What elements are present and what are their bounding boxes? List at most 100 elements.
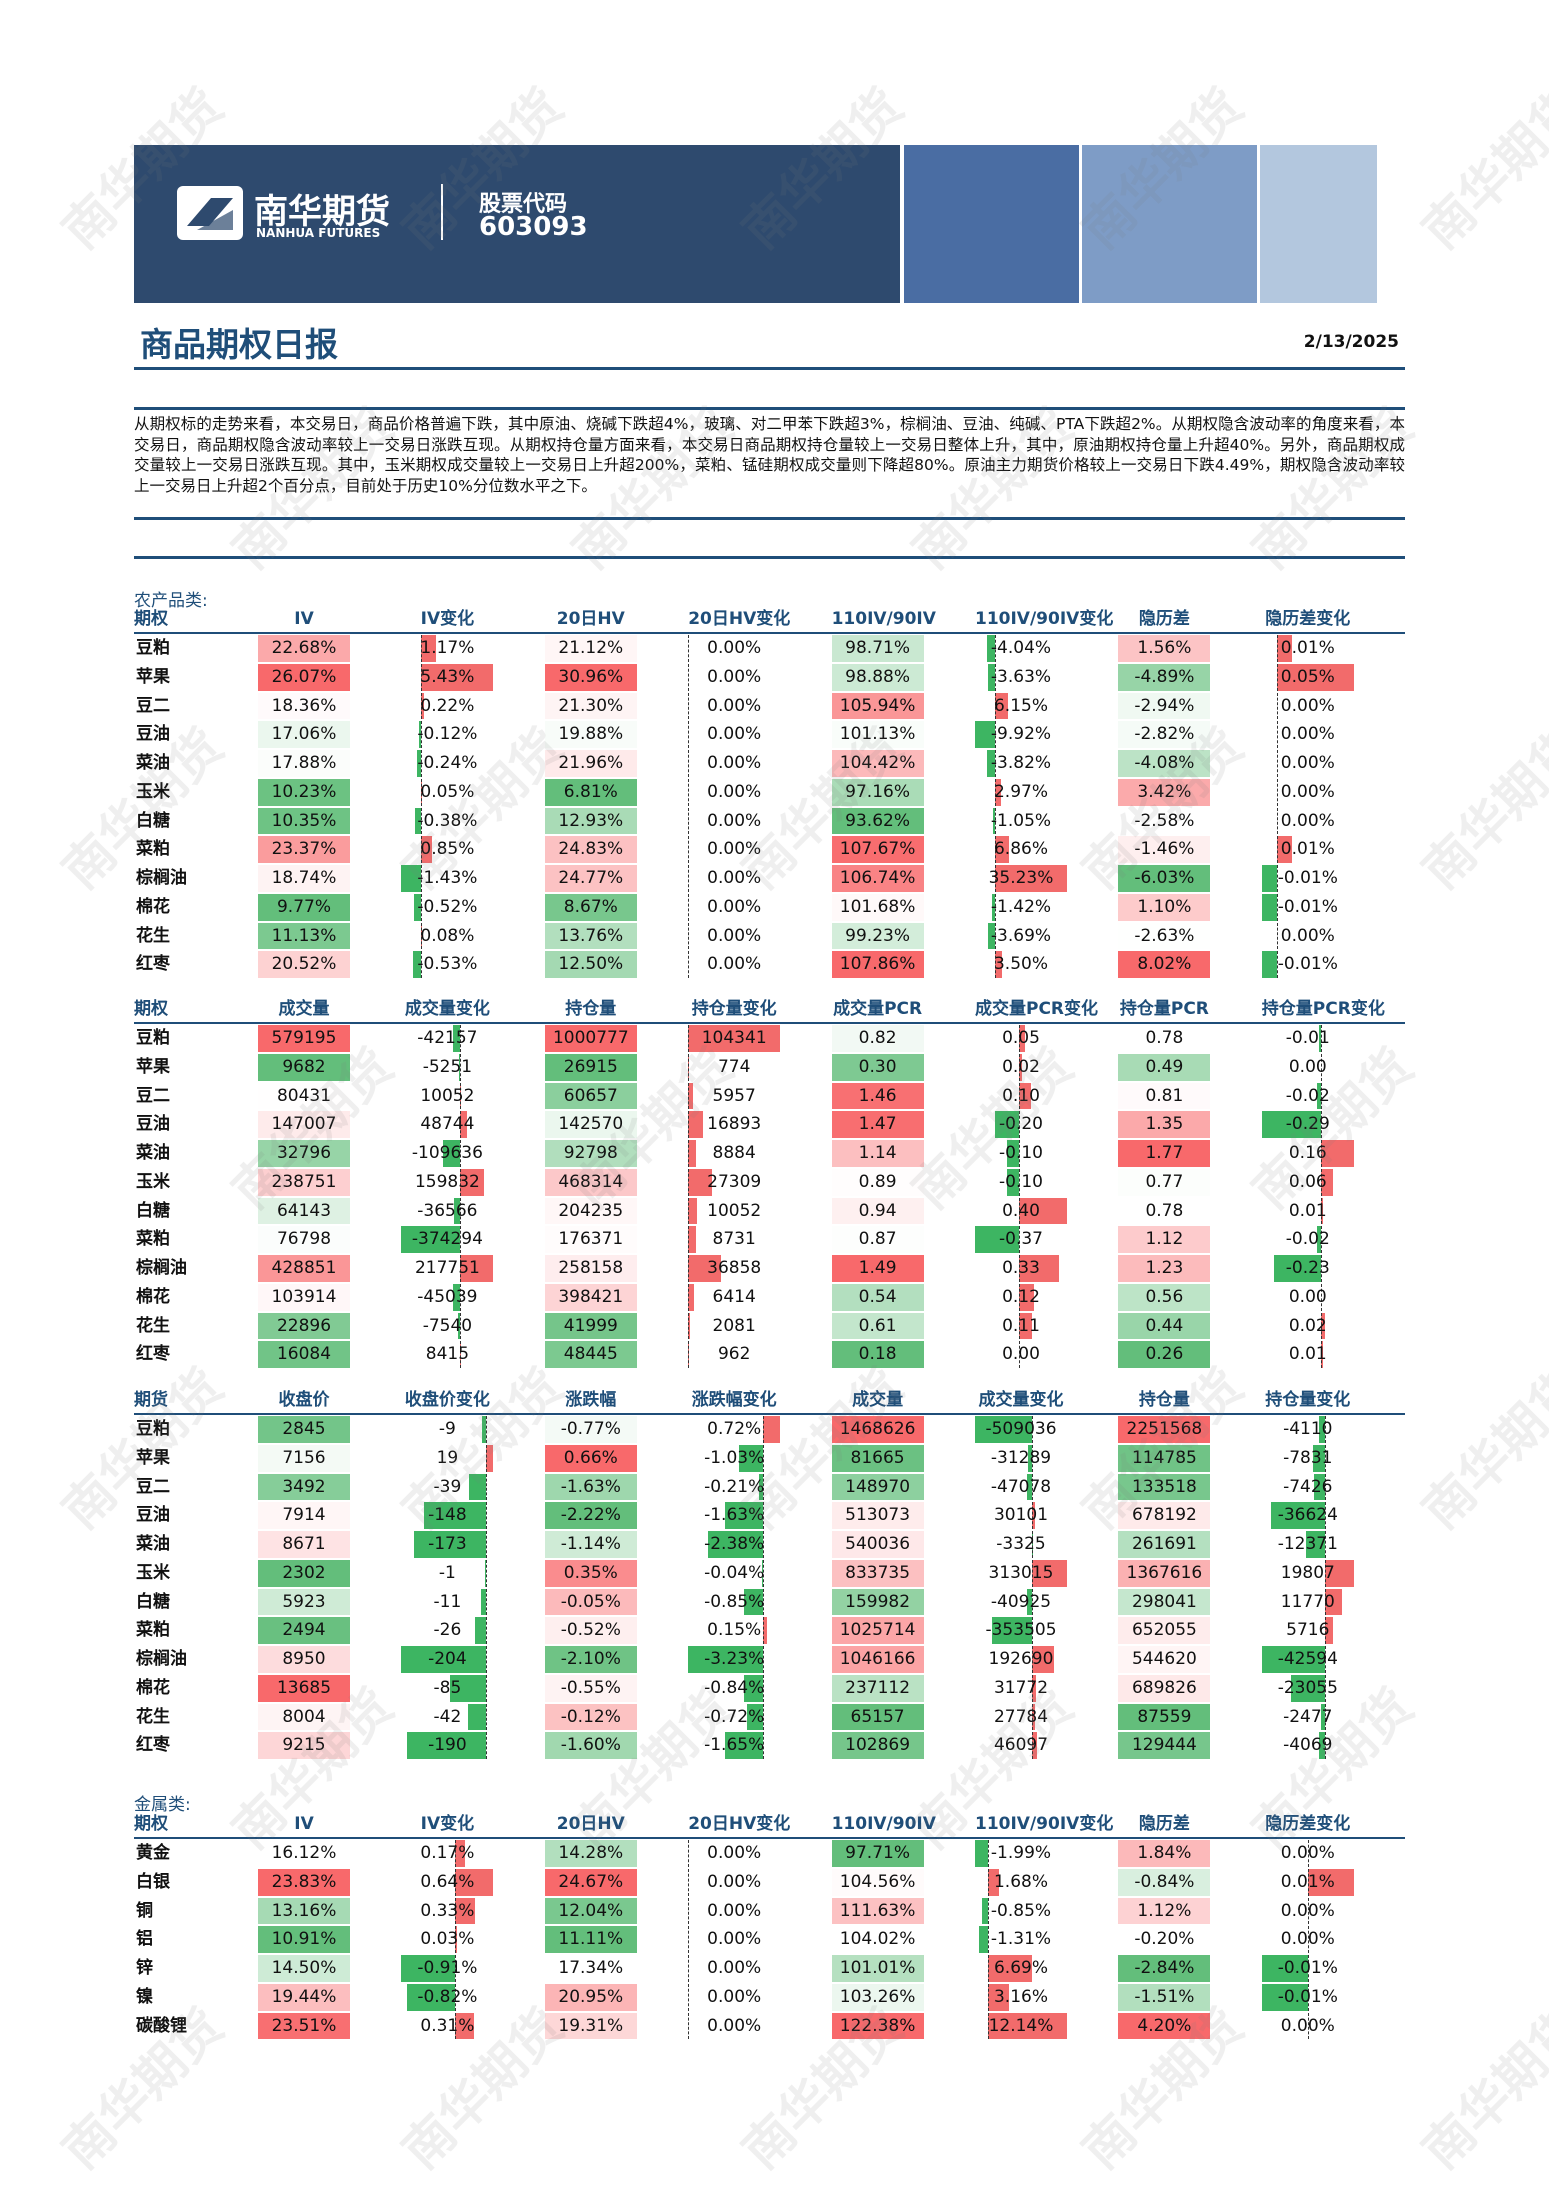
data-bar bbox=[1007, 1168, 1020, 1196]
heat-fill bbox=[258, 721, 350, 748]
zero-axis bbox=[688, 1283, 690, 1311]
table-cell: -0.24% bbox=[401, 749, 493, 778]
zero-axis bbox=[1321, 1226, 1323, 1253]
zero-axis bbox=[485, 1617, 487, 1644]
heat-fill bbox=[258, 1444, 350, 1472]
heat-fill bbox=[258, 635, 350, 662]
table-cell: 1.14 bbox=[831, 1139, 924, 1168]
heat-fill bbox=[1118, 1588, 1211, 1616]
data-bar bbox=[1019, 1197, 1067, 1225]
table-cell: 5.43% bbox=[401, 663, 494, 692]
data-bar bbox=[688, 1255, 721, 1282]
cell-value: 36858 bbox=[707, 1258, 762, 1278]
data-bar bbox=[975, 1416, 1032, 1443]
heat-fill bbox=[1118, 1025, 1211, 1052]
heat-fill bbox=[544, 1926, 637, 1953]
heat-fill bbox=[258, 1703, 350, 1731]
data-bar bbox=[975, 721, 996, 748]
cell-value: 0.33 bbox=[1002, 1258, 1040, 1278]
table-cell: 0.17% bbox=[401, 1839, 493, 1868]
table-cell: 0.10 bbox=[975, 1082, 1067, 1111]
table-cell: 8950 bbox=[258, 1645, 350, 1674]
zero-axis bbox=[763, 1588, 765, 1616]
table-cell: -0.85% bbox=[975, 1897, 1067, 1926]
table-cell: 2494 bbox=[258, 1616, 350, 1645]
table-cell: 0.05 bbox=[975, 1024, 1067, 1053]
cell-value: 142570 bbox=[558, 1114, 624, 1135]
data-bar bbox=[1031, 1732, 1038, 1759]
data-bar bbox=[474, 1617, 486, 1644]
heat-fill bbox=[831, 1588, 924, 1616]
zero-axis bbox=[1307, 1983, 1309, 2011]
data-bar bbox=[987, 922, 996, 950]
data-bar bbox=[1313, 1473, 1325, 1501]
column-header: 20日HV bbox=[556, 1814, 625, 1834]
header-rule bbox=[134, 632, 1405, 634]
column-header: 期权 bbox=[134, 1814, 168, 1834]
table-cell: 129444 bbox=[1118, 1731, 1211, 1760]
cell-value: 0.00% bbox=[707, 1929, 762, 1950]
cell-value: 122.38% bbox=[839, 2015, 916, 2036]
table-cell: 16893 bbox=[688, 1110, 780, 1139]
column-header: 持仓量 bbox=[565, 999, 617, 1019]
table-cell: -0.84% bbox=[688, 1674, 780, 1703]
data-bar bbox=[481, 1588, 486, 1616]
cell-value: 0.01% bbox=[1280, 638, 1335, 658]
column-header: IV bbox=[294, 609, 314, 629]
zero-axis bbox=[1277, 893, 1279, 921]
heat-fill bbox=[544, 1840, 637, 1867]
zero-axis bbox=[688, 1312, 690, 1340]
zero-axis bbox=[1324, 1416, 1326, 1443]
zero-axis bbox=[1321, 1025, 1323, 1052]
column-header: 成交量PCR bbox=[833, 999, 923, 1019]
data-bar bbox=[975, 1226, 1020, 1253]
cell-value: 80431 bbox=[276, 1085, 332, 1106]
table-cell: 122.38% bbox=[831, 2012, 924, 2041]
cell-value: 10.35% bbox=[271, 810, 337, 831]
table-cell: -0.37 bbox=[975, 1225, 1067, 1254]
row-label: 豆粕 bbox=[136, 638, 170, 658]
cell-value: 689826 bbox=[1131, 1677, 1197, 1698]
data-bar bbox=[1290, 1674, 1325, 1702]
row-label: 白银 bbox=[136, 1871, 170, 1892]
cell-value: 0.49 bbox=[1145, 1056, 1184, 1077]
heat-fill bbox=[1118, 1955, 1211, 1982]
table-cell: 16084 bbox=[258, 1340, 350, 1369]
table-cell: 0.01 bbox=[1262, 1197, 1354, 1226]
table-cell: 313015 bbox=[975, 1559, 1067, 1588]
table-cell: -3.63% bbox=[975, 663, 1067, 692]
heat-fill bbox=[831, 1168, 924, 1196]
table-cell: 0.00% bbox=[1262, 749, 1354, 778]
data-bar bbox=[1321, 1140, 1354, 1167]
cell-value: 20.95% bbox=[558, 1986, 624, 2007]
rule bbox=[134, 407, 1405, 410]
heat-fill bbox=[544, 1646, 637, 1673]
zero-axis bbox=[459, 1197, 461, 1225]
cell-value: -1.03% bbox=[704, 1447, 765, 1468]
cell-value: 5923 bbox=[282, 1591, 326, 1612]
cell-value: 0.05% bbox=[420, 781, 475, 802]
zero-axis bbox=[1307, 1897, 1309, 1925]
heat-fill bbox=[831, 1444, 924, 1472]
data-bar bbox=[995, 1111, 1020, 1138]
data-bar bbox=[1313, 1444, 1325, 1472]
table-cell: 6.69% bbox=[975, 1954, 1067, 1983]
column-header: 收盘价变化 bbox=[404, 1390, 490, 1410]
data-bar bbox=[688, 1025, 781, 1052]
cell-value: 0.35% bbox=[563, 1562, 618, 1583]
data-bar bbox=[1316, 1226, 1322, 1253]
table-cell: 428851 bbox=[258, 1254, 350, 1283]
zero-axis bbox=[485, 1732, 487, 1759]
banner bbox=[134, 145, 900, 303]
cell-value: -1.65% bbox=[704, 1735, 765, 1756]
zero-axis bbox=[688, 1053, 690, 1081]
table-cell: 12.50% bbox=[544, 950, 637, 979]
cell-value: 20.52% bbox=[271, 954, 337, 975]
table-cell: 98.71% bbox=[831, 634, 924, 663]
table-cell: 80431 bbox=[258, 1082, 350, 1111]
zero-axis bbox=[1307, 1868, 1309, 1896]
zero-axis bbox=[1031, 1531, 1033, 1558]
cell-value: 0.54 bbox=[858, 1286, 897, 1307]
cell-value: 1.68% bbox=[993, 1871, 1048, 1892]
table-cell: 11.11% bbox=[544, 1925, 637, 1954]
